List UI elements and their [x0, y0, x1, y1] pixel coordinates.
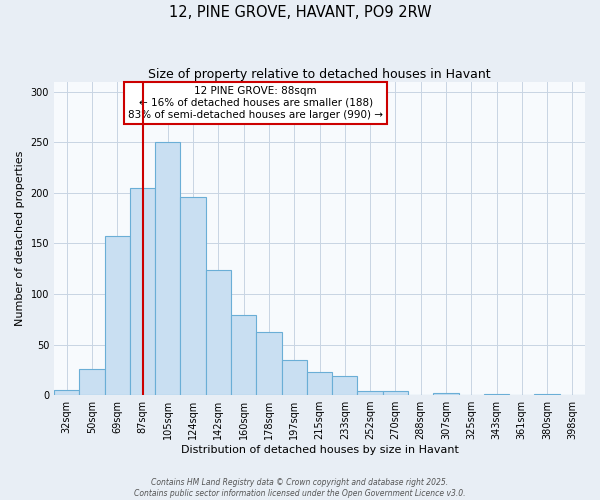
- Bar: [433, 393, 458, 395]
- Title: Size of property relative to detached houses in Havant: Size of property relative to detached ho…: [148, 68, 491, 80]
- Y-axis label: Number of detached properties: Number of detached properties: [15, 150, 25, 326]
- X-axis label: Distribution of detached houses by size in Havant: Distribution of detached houses by size …: [181, 445, 458, 455]
- Bar: [231, 315, 256, 395]
- Bar: [332, 376, 358, 395]
- Bar: [79, 369, 104, 395]
- Bar: [358, 391, 383, 395]
- Bar: [383, 391, 408, 395]
- Text: 12, PINE GROVE, HAVANT, PO9 2RW: 12, PINE GROVE, HAVANT, PO9 2RW: [169, 5, 431, 20]
- Bar: [307, 372, 332, 395]
- Bar: [130, 188, 155, 395]
- Bar: [484, 394, 509, 395]
- Text: Contains HM Land Registry data © Crown copyright and database right 2025.
Contai: Contains HM Land Registry data © Crown c…: [134, 478, 466, 498]
- Bar: [256, 332, 281, 395]
- Bar: [535, 394, 560, 395]
- Bar: [155, 142, 181, 395]
- Bar: [54, 390, 79, 395]
- Bar: [181, 197, 206, 395]
- Bar: [104, 236, 130, 395]
- Text: 12 PINE GROVE: 88sqm
← 16% of detached houses are smaller (188)
83% of semi-deta: 12 PINE GROVE: 88sqm ← 16% of detached h…: [128, 86, 383, 120]
- Bar: [206, 270, 231, 395]
- Bar: [281, 360, 307, 395]
